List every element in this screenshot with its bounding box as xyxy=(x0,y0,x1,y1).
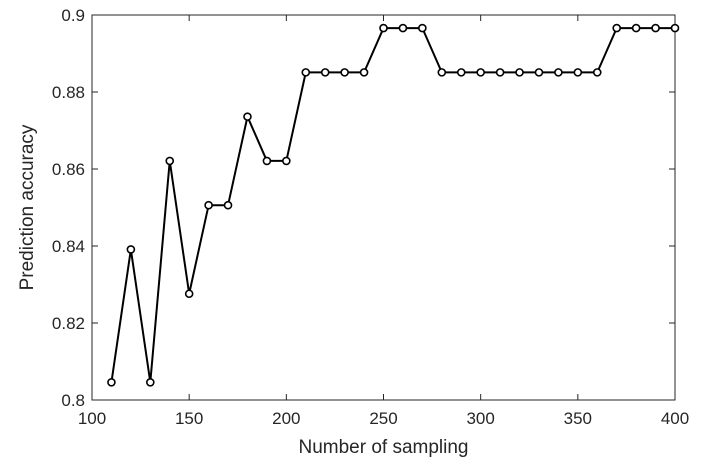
data-point xyxy=(126,245,136,254)
data-point xyxy=(670,23,680,33)
y-tick-label: 0.82 xyxy=(52,314,85,333)
y-tick-label: 0.84 xyxy=(52,237,85,256)
data-point xyxy=(262,156,272,166)
x-tick-label: 400 xyxy=(661,409,689,428)
data-point xyxy=(456,68,466,77)
data-point xyxy=(223,200,233,210)
data-point xyxy=(631,23,641,33)
data-point xyxy=(515,68,524,77)
data-point xyxy=(320,68,330,77)
data-point xyxy=(592,68,602,77)
series-line xyxy=(110,27,675,384)
y-tick-label: 0.88 xyxy=(52,83,85,102)
data-point xyxy=(243,112,252,121)
data-point xyxy=(534,68,544,77)
data-point xyxy=(437,68,447,77)
data-point xyxy=(573,68,583,77)
data-point xyxy=(301,68,311,77)
data-point xyxy=(146,377,155,387)
data-point xyxy=(554,68,563,77)
data-point xyxy=(340,68,349,77)
data-point xyxy=(476,68,485,77)
data-point xyxy=(204,200,213,210)
y-tick-label: 0.9 xyxy=(61,6,85,25)
y-tick-label: 0.86 xyxy=(52,160,85,179)
x-tick-label: 100 xyxy=(78,409,106,428)
ticks: 100 150 200 250 300 350 400 0.8 0.82 0.84 0.86 0.88… xyxy=(52,6,689,428)
x-tick-label: 150 xyxy=(175,409,203,428)
x-tick-label: 300 xyxy=(466,409,494,428)
data-point xyxy=(282,156,291,166)
data-point xyxy=(107,377,116,387)
data-point xyxy=(418,23,427,33)
x-tick-label: 250 xyxy=(369,409,397,428)
y-axis-label: Prediction accuracy xyxy=(17,124,38,290)
data-point xyxy=(184,289,194,299)
data-point xyxy=(612,23,622,33)
data-point xyxy=(359,68,369,77)
x-tick-label: 200 xyxy=(272,409,300,428)
series-layer xyxy=(107,23,680,387)
x-tick-label: 350 xyxy=(564,409,592,428)
data-point xyxy=(495,68,505,77)
data-point xyxy=(165,156,175,166)
y-tick-label: 0.8 xyxy=(61,391,85,410)
data-point xyxy=(398,23,408,33)
data-point xyxy=(379,23,388,33)
data-point xyxy=(651,23,660,33)
x-axis-label: Number of sampling xyxy=(298,437,468,458)
